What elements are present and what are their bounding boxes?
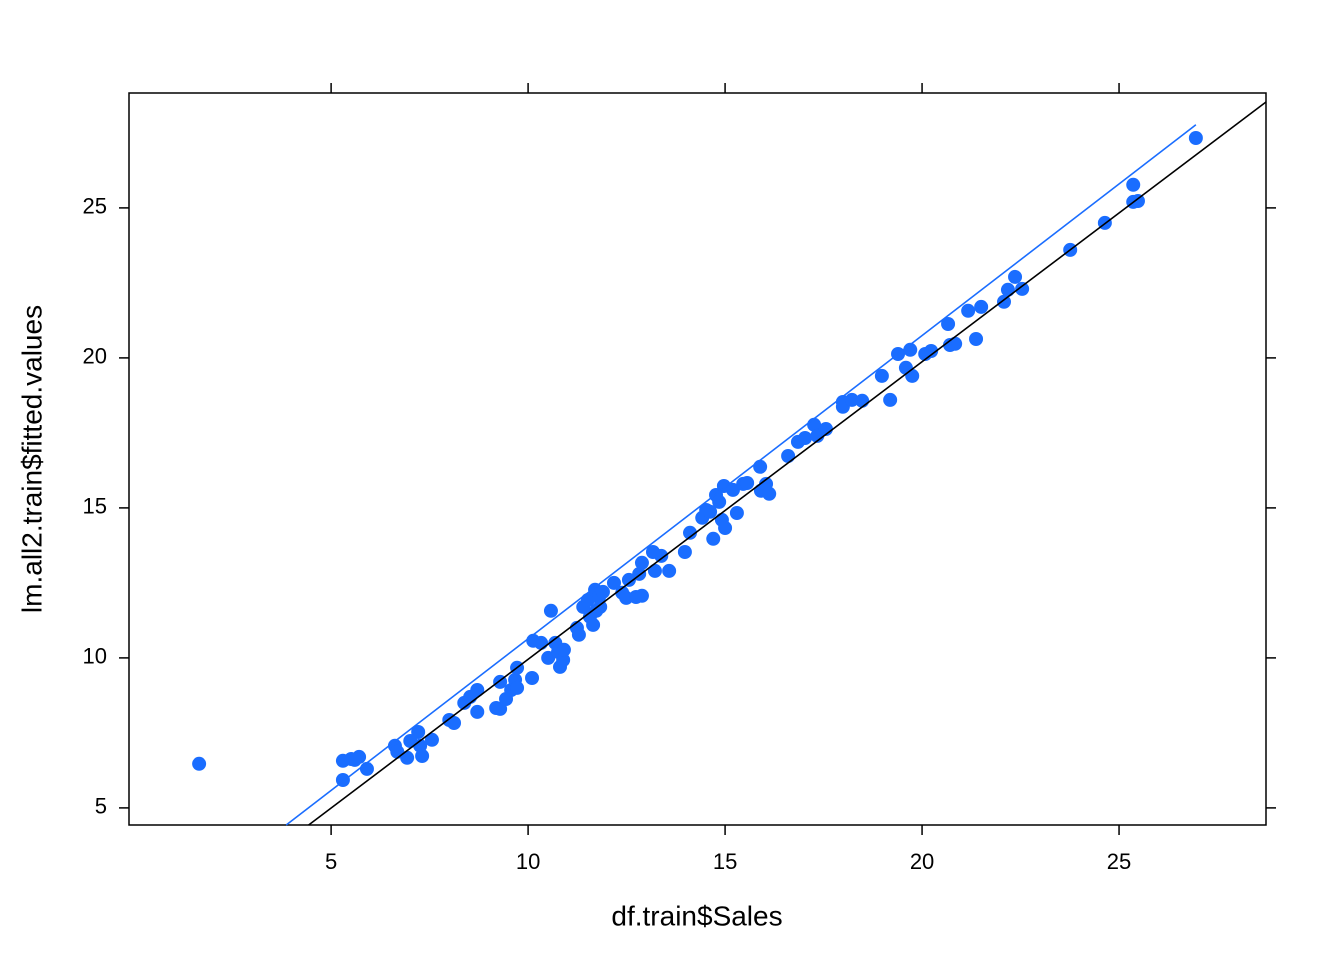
point <box>969 332 984 346</box>
point <box>725 482 740 497</box>
point <box>556 642 571 657</box>
point <box>762 486 777 501</box>
x-axis-label: df.train$Sales <box>611 900 782 931</box>
point <box>1188 131 1203 145</box>
point <box>712 494 727 509</box>
point <box>634 555 649 570</box>
point <box>924 344 939 358</box>
point <box>400 750 415 765</box>
point <box>621 572 636 587</box>
x-tick-label: 25 <box>1107 849 1131 874</box>
point <box>595 584 610 599</box>
point <box>905 368 920 383</box>
point <box>447 716 462 730</box>
point <box>740 476 755 490</box>
point <box>729 506 744 520</box>
point <box>883 392 898 407</box>
point <box>593 599 608 614</box>
point <box>781 449 796 463</box>
point <box>941 317 956 331</box>
point <box>798 431 813 445</box>
point <box>534 635 549 650</box>
point <box>634 588 649 603</box>
point <box>525 671 540 685</box>
point <box>662 563 677 578</box>
y-tick-label: 15 <box>83 494 107 519</box>
point <box>654 548 669 563</box>
point <box>855 393 870 408</box>
point <box>718 521 733 535</box>
point <box>556 653 571 667</box>
x-tick-label: 15 <box>713 849 737 874</box>
point <box>706 531 721 546</box>
point <box>903 342 918 357</box>
point <box>844 392 859 407</box>
point <box>961 303 976 318</box>
point <box>606 575 621 590</box>
point <box>470 704 485 719</box>
point <box>1015 281 1030 296</box>
point <box>974 299 989 314</box>
y-tick-label: 10 <box>83 644 107 669</box>
x-tick-label: 5 <box>325 849 337 874</box>
point <box>543 603 558 618</box>
point <box>1008 269 1023 284</box>
y-tick-label: 25 <box>83 194 107 219</box>
point <box>874 368 889 383</box>
fit-line <box>308 101 1267 826</box>
point <box>192 756 207 771</box>
y-tick-label: 20 <box>83 344 107 369</box>
y-tick-label: 5 <box>95 794 107 819</box>
point <box>424 732 439 747</box>
point <box>510 680 525 695</box>
point <box>997 294 1012 309</box>
point <box>347 752 362 767</box>
plot-frame <box>128 92 1267 826</box>
point <box>580 593 595 607</box>
point <box>647 563 662 578</box>
point <box>1126 177 1141 192</box>
point <box>683 525 698 540</box>
point <box>703 504 718 519</box>
point <box>359 761 374 776</box>
point <box>753 459 768 474</box>
point <box>415 749 430 763</box>
point <box>571 627 586 642</box>
x-tick-label: 20 <box>910 849 934 874</box>
point <box>470 683 485 697</box>
x-tick-label: 10 <box>516 849 540 874</box>
point <box>948 336 963 351</box>
point <box>586 617 601 632</box>
point <box>677 545 692 559</box>
point <box>411 725 426 739</box>
point <box>1130 194 1145 208</box>
point <box>1000 282 1015 297</box>
fit-line <box>285 124 1197 826</box>
y-axis-label: lm.all2.train$fitted.values <box>16 305 47 613</box>
